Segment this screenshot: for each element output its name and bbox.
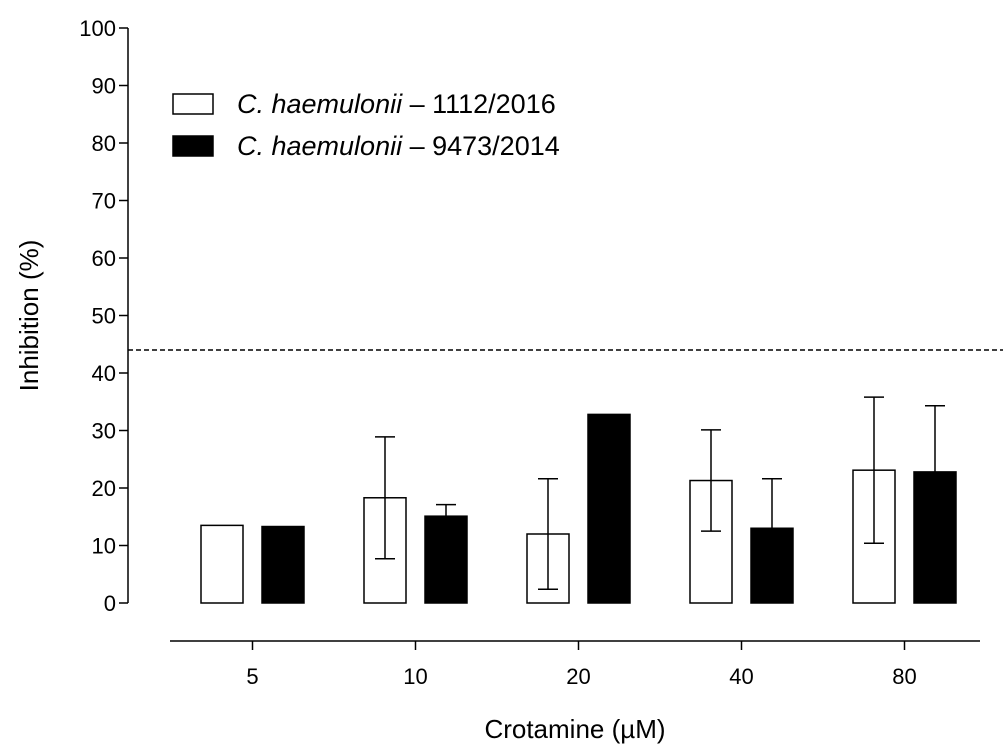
bar	[424, 515, 468, 604]
legend-label-species: C. haemulonii	[237, 131, 403, 161]
x-tick-label: 80	[892, 664, 916, 689]
y-tick-label: 0	[104, 591, 116, 616]
x-axis-title: Crotamine (µM)	[484, 714, 665, 744]
y-tick-label: 50	[92, 304, 116, 329]
bars	[200, 396, 957, 604]
legend-label-strain: – 9473/2014	[402, 131, 560, 161]
y-axis-title: Inhibition (%)	[14, 240, 44, 392]
x-tick-label: 10	[403, 664, 427, 689]
x-tick-label: 40	[729, 664, 753, 689]
legend-swatch	[172, 93, 214, 115]
y-tick-label: 10	[92, 534, 116, 559]
legend-label: C. haemulonii – 1112/2016	[237, 89, 556, 119]
y-tick-label: 100	[79, 16, 116, 41]
legend-swatch	[172, 135, 214, 157]
y-tick-label: 90	[92, 74, 116, 99]
bar	[587, 413, 631, 604]
legend-label: C. haemulonii – 9473/2014	[237, 131, 560, 161]
x-tick-label: 20	[566, 664, 590, 689]
y-tick-label: 40	[92, 361, 116, 386]
y-tick-label: 30	[92, 419, 116, 444]
y-tick-label: 20	[92, 476, 116, 501]
legend-label-strain: – 1112/2016	[402, 89, 556, 119]
bar	[261, 525, 305, 604]
y-tick-label: 80	[92, 131, 116, 156]
x-tick-label: 5	[246, 664, 258, 689]
axes: 0 10 20 30 40 50 60 70 80 90 100 5 10 20 40 80	[79, 16, 980, 689]
legend-label-species: C. haemulonii	[237, 89, 403, 119]
y-tick-label: 60	[92, 246, 116, 271]
y-tick-label: 70	[92, 189, 116, 214]
bar	[200, 524, 244, 604]
